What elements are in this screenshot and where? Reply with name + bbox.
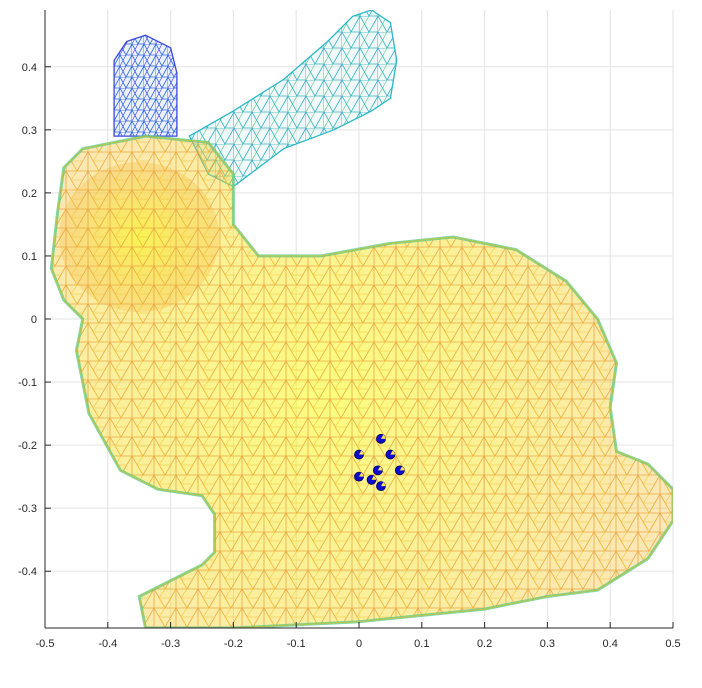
marker-point <box>354 471 364 482</box>
x-tick-label: 0.5 <box>665 638 680 650</box>
y-tick-label: 0.4 <box>22 62 37 74</box>
y-tick-label: 0.1 <box>22 251 37 263</box>
markers <box>354 433 405 492</box>
x-tick-label: 0 <box>356 638 362 650</box>
marker-point <box>354 449 364 460</box>
x-tick-label: 0.4 <box>603 638 618 650</box>
x-tick-label: 0.3 <box>540 638 555 650</box>
marker-point <box>376 433 386 444</box>
x-tick-label: 0.2 <box>477 638 492 650</box>
x-tick-label: 0.1 <box>414 638 429 650</box>
marker-point <box>366 474 377 485</box>
y-tick-label: -0.4 <box>18 566 37 578</box>
x-axis-ticks: -0.5 -0.4 -0.3 -0.2 -0.1 0 0.1 0.2 0.3 0.4 0.5 <box>36 622 681 650</box>
y-tick-label: 0.3 <box>22 125 37 137</box>
marker-point <box>376 481 386 492</box>
y-tick-label: -0.1 <box>18 377 37 389</box>
ear-left-outline <box>113 34 178 137</box>
x-tick-label: -0.3 <box>161 638 180 650</box>
ear-right-outline <box>188 10 398 188</box>
y-tick-label: 0.2 <box>22 188 37 200</box>
y-tick-label: 0 <box>31 314 37 326</box>
marker-point <box>385 449 396 460</box>
y-tick-label: -0.2 <box>18 440 37 452</box>
x-tick-label: -0.2 <box>224 638 243 650</box>
marker-point <box>394 465 405 476</box>
x-tick-label: -0.5 <box>36 638 55 650</box>
x-tick-label: -0.1 <box>287 638 306 650</box>
y-tick-label: -0.3 <box>18 503 37 515</box>
marker-point <box>372 465 383 476</box>
x-tick-label: -0.4 <box>98 638 117 650</box>
y-axis-ticks: 0.4 0.3 0.2 0.1 0 -0.1 -0.2 -0.3 -0.4 <box>18 62 51 578</box>
